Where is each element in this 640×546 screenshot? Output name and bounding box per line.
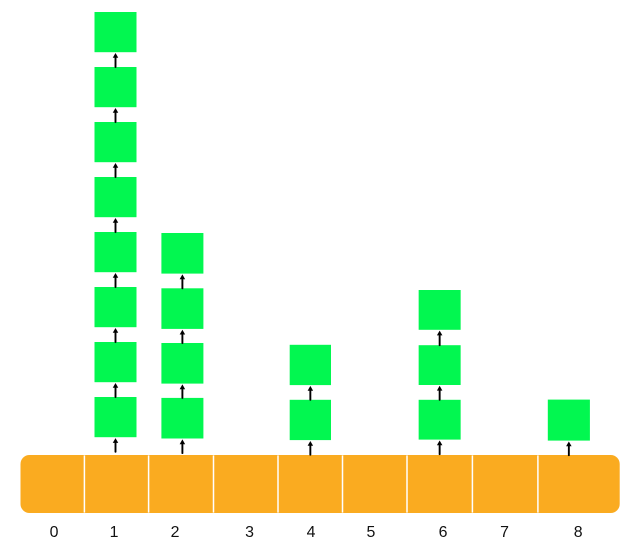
svg-text:2: 2: [171, 524, 180, 541]
svg-text:0: 0: [50, 524, 59, 541]
svg-text:1: 1: [110, 524, 119, 541]
svg-text:3: 3: [245, 524, 254, 541]
svg-text:8: 8: [574, 524, 583, 541]
svg-text:7: 7: [500, 524, 509, 541]
svg-text:5: 5: [366, 524, 375, 541]
svg-text:4: 4: [307, 524, 316, 541]
svg-text:6: 6: [439, 524, 448, 541]
